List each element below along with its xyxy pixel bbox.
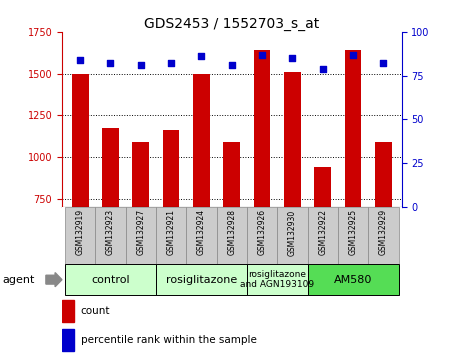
Bar <box>308 264 398 295</box>
Bar <box>217 207 247 264</box>
Bar <box>95 207 126 264</box>
Text: control: control <box>91 275 130 285</box>
Text: GSM132926: GSM132926 <box>257 209 267 256</box>
Bar <box>254 50 270 324</box>
Bar <box>247 207 277 264</box>
Bar <box>133 142 149 324</box>
Point <box>258 52 266 57</box>
Text: agent: agent <box>2 275 35 285</box>
Bar <box>186 207 217 264</box>
Bar <box>314 167 331 324</box>
Bar <box>277 207 308 264</box>
Point <box>380 61 387 66</box>
Point <box>349 52 357 57</box>
Bar <box>345 50 361 324</box>
Bar <box>62 300 74 322</box>
Bar <box>375 142 392 324</box>
Point <box>228 62 235 68</box>
Text: GSM132923: GSM132923 <box>106 209 115 256</box>
Bar <box>368 207 398 264</box>
Bar <box>247 264 308 295</box>
Text: GSM132921: GSM132921 <box>167 209 176 255</box>
Text: percentile rank within the sample: percentile rank within the sample <box>81 335 257 345</box>
Text: GSM132924: GSM132924 <box>197 209 206 256</box>
Bar <box>193 74 210 324</box>
Bar <box>72 74 89 324</box>
Title: GDS2453 / 1552703_s_at: GDS2453 / 1552703_s_at <box>144 17 319 31</box>
Bar <box>156 264 247 295</box>
Bar <box>62 329 74 351</box>
Bar <box>338 207 368 264</box>
Bar <box>308 207 338 264</box>
Point <box>77 57 84 63</box>
Text: GSM132927: GSM132927 <box>136 209 146 256</box>
Point <box>198 53 205 59</box>
Bar <box>65 207 95 264</box>
Text: AM580: AM580 <box>334 275 372 285</box>
Point <box>107 61 114 66</box>
Text: GSM132928: GSM132928 <box>227 209 236 255</box>
Text: GSM132922: GSM132922 <box>318 209 327 255</box>
Bar <box>126 207 156 264</box>
Text: GSM132925: GSM132925 <box>348 209 358 256</box>
Text: GSM132929: GSM132929 <box>379 209 388 256</box>
Bar <box>163 130 179 324</box>
Bar <box>224 142 240 324</box>
Point <box>289 55 296 61</box>
Text: count: count <box>81 306 110 316</box>
Bar <box>102 128 119 324</box>
Bar <box>284 72 301 324</box>
Text: GSM132930: GSM132930 <box>288 209 297 256</box>
Text: rosiglitazone
and AGN193109: rosiglitazone and AGN193109 <box>240 270 314 289</box>
Point <box>319 66 326 72</box>
Bar <box>156 207 186 264</box>
Bar <box>65 264 156 295</box>
Point <box>168 61 175 66</box>
Point <box>137 62 145 68</box>
Text: GSM132919: GSM132919 <box>76 209 84 256</box>
Text: rosiglitazone: rosiglitazone <box>166 275 237 285</box>
